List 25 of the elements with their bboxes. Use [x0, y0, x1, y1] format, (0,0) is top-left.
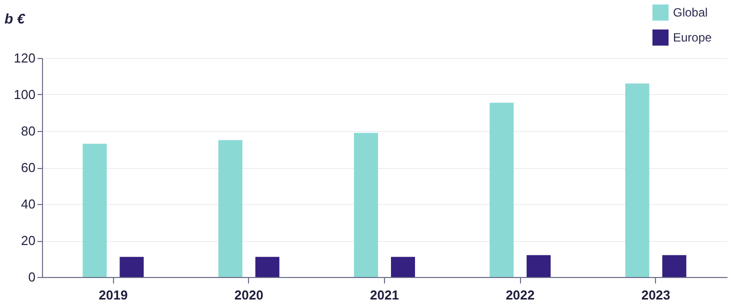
x-tick-label: 2022 [506, 288, 535, 302]
bar [490, 102, 514, 277]
bar [82, 144, 107, 277]
legend-label: Global [673, 6, 708, 20]
bar [218, 140, 242, 277]
bar [255, 256, 280, 277]
x-tick-label: 2021 [370, 288, 399, 302]
bar [526, 255, 551, 277]
bar [662, 255, 686, 277]
y-tick-label: 0 [28, 270, 36, 284]
y-axis-title: b € [4, 10, 26, 26]
y-tick-label: 20 [21, 233, 36, 248]
y-tick-label: 80 [21, 124, 36, 138]
bar [625, 84, 650, 277]
bar [354, 132, 378, 277]
y-tick-label: 100 [14, 87, 36, 102]
x-tick-label: 2023 [641, 288, 670, 302]
bar [390, 256, 416, 277]
y-tick-label: 60 [21, 160, 36, 175]
y-tick-label: 40 [21, 196, 36, 212]
legend-label: Europe [673, 30, 712, 44]
bar [120, 256, 144, 277]
y-tick-label: 120 [14, 50, 36, 66]
x-tick-label: 2020 [234, 288, 264, 302]
x-tick-label: 2019 [98, 288, 128, 302]
